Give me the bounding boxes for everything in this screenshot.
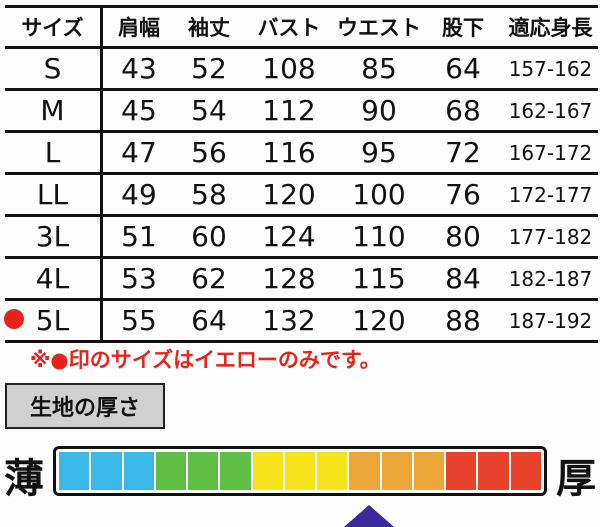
table-cell: 100 [352, 178, 406, 211]
table-cell: 58 [191, 178, 227, 211]
table-cell: 76 [445, 178, 481, 211]
size-table: サイズ 肩幅 袖丈 バスト ウエスト 股下 適応身長 S 43 52 108 85 64 157-162 M… [5, 5, 598, 343]
table-cell: 112 [262, 94, 316, 127]
column-header: 袖丈 [188, 16, 230, 40]
table-cell: 157-162 [508, 56, 593, 81]
table-cell: 53 [121, 262, 157, 295]
table-row: M 45 54 112 90 68 162-167 [5, 91, 598, 133]
thickness-segment [446, 452, 477, 490]
table-cell: 90 [361, 94, 397, 127]
thickness-segment [252, 452, 283, 490]
table-cell: 3L [5, 217, 103, 256]
table-cell: 62 [191, 262, 227, 295]
thickness-segment [317, 452, 348, 490]
fabric-thickness-label: 生地の厚さ [5, 383, 165, 429]
table-cell: 72 [445, 136, 481, 169]
table-cell: 116 [262, 136, 316, 169]
column-header: 肩幅 [118, 16, 160, 40]
table-cell: 88 [445, 304, 481, 337]
column-header: サイズ [5, 8, 103, 46]
table-row: L 47 56 116 95 72 167-172 [5, 133, 598, 175]
table-cell: 128 [262, 262, 316, 295]
thickness-segment [155, 452, 187, 490]
size-note: ※●印のサイズはイエローのみです。 [30, 348, 381, 372]
table-cell: 68 [445, 94, 481, 127]
table-cell: S [5, 49, 103, 88]
thickness-segment [59, 452, 90, 490]
table-cell: 85 [361, 52, 397, 85]
table-header-row: サイズ 肩幅 袖丈 バスト ウエスト 股下 適応身長 [5, 8, 598, 49]
table-cell: 187-192 [508, 308, 593, 333]
table-cell: 132 [262, 304, 316, 337]
table-cell: 56 [191, 136, 227, 169]
table-cell: 167-172 [508, 140, 593, 165]
thickness-segment [188, 452, 219, 490]
thickness-segment [381, 452, 412, 490]
thickness-segment [413, 452, 445, 490]
table-cell: 54 [191, 94, 227, 127]
table-row: 5L 55 64 132 120 88 187-192 [5, 301, 598, 343]
thickness-segment [349, 452, 380, 490]
thick-label: 厚 [556, 456, 596, 502]
thin-label: 薄 [4, 456, 44, 502]
thickness-level-marker [344, 505, 395, 527]
table-cell: LL [5, 175, 103, 214]
thickness-segment [123, 452, 154, 490]
table-cell: 177-182 [508, 224, 593, 249]
column-header: 適応身長 [508, 16, 593, 40]
thickness-scale [53, 446, 547, 496]
table-cell: M [5, 91, 103, 130]
table-cell: 43 [121, 52, 157, 85]
table-cell: 5L [5, 301, 103, 340]
table-cell: 47 [121, 136, 157, 169]
column-header: バスト [257, 16, 321, 40]
table-cell: 108 [262, 52, 316, 85]
table-cell: 45 [121, 94, 157, 127]
table-cell: 172-177 [508, 182, 593, 207]
table-cell: 64 [191, 304, 227, 337]
table-row: S 43 52 108 85 64 157-162 [5, 49, 598, 91]
table-cell: 80 [445, 220, 481, 253]
table-cell: 60 [191, 220, 227, 253]
table-cell: 124 [262, 220, 316, 253]
table-cell: 52 [191, 52, 227, 85]
table-cell: 95 [361, 136, 397, 169]
table-cell: 4L [5, 259, 103, 298]
table-cell: 120 [262, 178, 316, 211]
table-row: 4L 53 62 128 115 84 182-187 [5, 259, 598, 301]
thickness-segment [478, 452, 509, 490]
red-dot-marker-5l [4, 309, 24, 329]
table-cell: 55 [121, 304, 157, 337]
table-cell: 84 [445, 262, 481, 295]
table-row: LL 49 58 120 100 76 172-177 [5, 175, 598, 217]
thickness-segment [510, 452, 541, 490]
table-row: 3L 51 60 124 110 80 177-182 [5, 217, 598, 259]
table-cell: L [5, 133, 103, 172]
table-cell: 182-187 [508, 266, 593, 291]
table-cell: 64 [445, 52, 481, 85]
thickness-segment [220, 452, 251, 490]
table-cell: 51 [121, 220, 157, 253]
column-header: ウエスト [337, 16, 421, 40]
table-cell: 115 [352, 262, 406, 295]
table-cell: 49 [121, 178, 157, 211]
table-cell: 162-167 [508, 98, 593, 123]
table-cell: 120 [352, 304, 406, 337]
column-header: 股下 [442, 16, 484, 40]
thickness-segment [284, 452, 316, 490]
thickness-segment [91, 452, 122, 490]
table-cell: 110 [352, 220, 406, 253]
